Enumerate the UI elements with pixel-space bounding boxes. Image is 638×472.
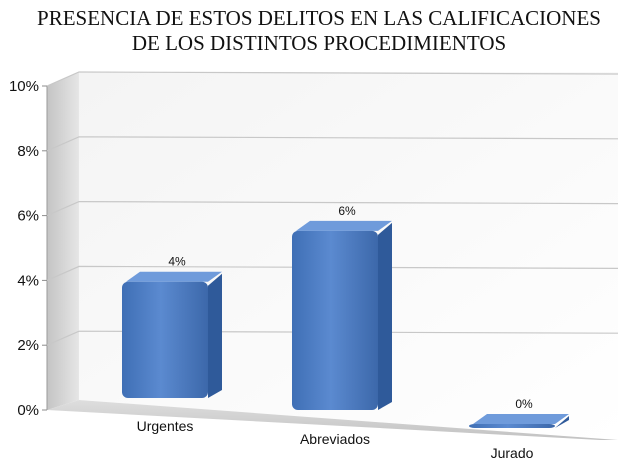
floor	[47, 400, 618, 440]
chart-title: PRESENCIA DE ESTOS DELITOS EN LAS CALIFI…	[0, 6, 638, 56]
bar	[122, 271, 222, 398]
bars	[122, 220, 569, 428]
gridline	[46, 330, 619, 346]
y-tick-label: 8%	[17, 143, 39, 160]
y-tick-label: 6%	[17, 208, 39, 225]
gridlines	[46, 71, 619, 346]
data-labels: 4% 6% 0%	[168, 204, 533, 411]
category-label: Jurado	[491, 445, 534, 461]
bar	[292, 220, 392, 410]
side-wall	[47, 72, 79, 410]
gridline	[46, 71, 619, 87]
data-label: 0%	[515, 397, 533, 411]
y-tick-label: 2%	[17, 337, 39, 354]
bar-side	[378, 222, 392, 410]
data-label: 4%	[168, 255, 186, 269]
bar-front	[122, 281, 208, 398]
bar-front	[292, 230, 378, 410]
gridline	[46, 200, 619, 217]
bar-top	[126, 271, 222, 282]
y-tick-label: 4%	[17, 272, 39, 289]
bar-front	[469, 424, 555, 428]
bar-top	[296, 220, 392, 231]
y-tick-label: 10%	[9, 78, 39, 95]
chart-title-line-2: DE LOS DISTINTOS PROCEDIMIENTOS	[131, 31, 507, 55]
bar-side	[555, 416, 569, 428]
chart-title-line-1: PRESENCIA DE ESTOS DELITOS EN LAS CALIFI…	[37, 6, 601, 30]
bar-top	[473, 414, 569, 424]
category-labels: Urgentes Abreviados Jurado	[137, 418, 534, 461]
gridline	[46, 265, 619, 281]
data-label: 6%	[338, 204, 356, 218]
gridline	[46, 136, 619, 152]
y-axis-ticks: 0% 2% 4% 6% 8% 10%	[9, 78, 47, 419]
category-label: Abreviados	[300, 431, 370, 447]
y-tick-label: 0%	[17, 402, 39, 419]
bar	[469, 414, 569, 428]
bar-side	[208, 273, 222, 398]
category-label: Urgentes	[137, 418, 194, 434]
